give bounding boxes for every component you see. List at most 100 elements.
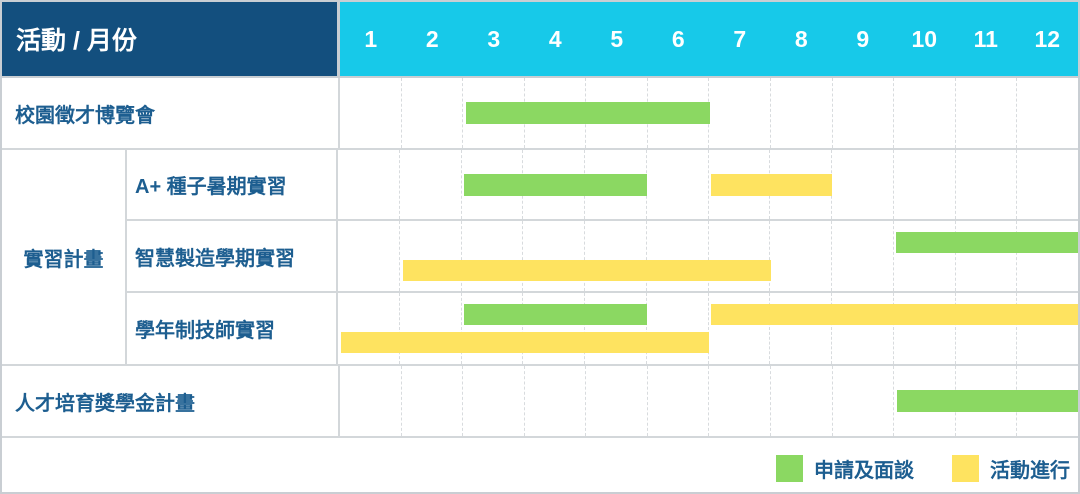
month-grid-cell bbox=[831, 221, 893, 291]
month-header-cell: 3 bbox=[487, 25, 501, 52]
legend-swatch-green bbox=[776, 455, 803, 482]
month-grid-cell bbox=[645, 150, 708, 220]
month-grid-cell bbox=[338, 221, 399, 290]
legend-label: 活動進行 bbox=[990, 460, 1070, 482]
legend-item: 活動進行 bbox=[952, 454, 1070, 483]
activity-row-career-fair: 校園徵才博覽會 bbox=[2, 78, 1078, 150]
month-grid-cell bbox=[523, 366, 586, 436]
gantt-bar-green bbox=[464, 303, 648, 325]
legend: 申請及面談 活動進行 bbox=[738, 454, 1070, 483]
month-grid-cell bbox=[892, 150, 955, 220]
row-timeline bbox=[338, 150, 1078, 220]
month-header-cell: 7 bbox=[733, 25, 747, 52]
month-grid-cell bbox=[954, 292, 1017, 365]
month-header-cell: 11 bbox=[973, 25, 998, 52]
month-grid-cell bbox=[893, 366, 955, 436]
month-grid-cell bbox=[831, 150, 893, 220]
gantt-bar-yellow bbox=[341, 331, 709, 353]
month-grid-cell bbox=[893, 78, 955, 148]
month-header-cell: 12 bbox=[1034, 25, 1061, 52]
group-sub-rows: A+ 種子暑期實習 智慧製造學期實習 學年制技師實習 bbox=[127, 150, 1078, 365]
month-grid-cell bbox=[645, 221, 708, 291]
month-header-cell: 9 bbox=[856, 25, 870, 52]
month-grid-cell bbox=[522, 221, 584, 291]
month-grid-cell bbox=[462, 366, 524, 436]
gantt-bar-yellow bbox=[711, 303, 1078, 325]
month-grid-cell bbox=[400, 366, 463, 436]
month-header-cell: 6 bbox=[671, 25, 685, 52]
month-grid-cell bbox=[770, 366, 832, 436]
legend-label: 申請及面談 bbox=[814, 460, 914, 482]
month-grid-cell bbox=[584, 292, 646, 365]
month-grid-cell bbox=[770, 78, 832, 148]
row-label: 校園徵才博覽會 bbox=[2, 78, 340, 148]
row-label: 人才培育獎學金計畫 bbox=[2, 366, 340, 436]
month-grid-cell bbox=[645, 292, 708, 365]
gantt-bar-yellow bbox=[711, 174, 833, 196]
internship-group-block: 實習計畫 A+ 種子暑期實習 智慧製造學期實習 學年制技師實習 bbox=[2, 150, 1078, 366]
table-header-row: 活動 / 月份 1 2 3 4 5 6 7 8 9 10 11 12 bbox=[2, 2, 1078, 78]
month-grid-cell bbox=[954, 150, 1017, 220]
group-label: 實習計畫 bbox=[2, 150, 127, 364]
row-timeline bbox=[340, 366, 1078, 436]
month-grid-cell bbox=[585, 366, 647, 436]
row-label: A+ 種子暑期實習 bbox=[127, 150, 338, 220]
month-grid-cell bbox=[1016, 78, 1078, 148]
month-header-cell: 4 bbox=[548, 25, 562, 52]
month-grid-cell bbox=[707, 292, 770, 365]
legend-item: 申請及面談 bbox=[776, 454, 914, 483]
activity-row-summer-internship: A+ 種子暑期實習 bbox=[127, 150, 1078, 222]
month-header-row: 1 2 3 4 5 6 7 8 9 10 11 12 bbox=[340, 2, 1078, 76]
month-grid-cell bbox=[398, 292, 461, 365]
month-grid-cell bbox=[460, 150, 523, 220]
month-grid-cell bbox=[1016, 292, 1078, 365]
month-header-cell: 8 bbox=[794, 25, 808, 52]
month-header-cell: 2 bbox=[425, 25, 439, 52]
month-header-cell: 1 bbox=[364, 25, 378, 52]
month-grid-cell bbox=[769, 292, 831, 365]
corner-header-cell: 活動 / 月份 bbox=[2, 2, 340, 76]
month-grid-cell bbox=[708, 78, 770, 148]
month-grid-cell bbox=[398, 221, 461, 291]
gantt-bar-green bbox=[465, 102, 710, 124]
month-grid-cell bbox=[1016, 221, 1078, 291]
month-grid-cell bbox=[462, 78, 524, 148]
month-grid-cell bbox=[460, 292, 523, 365]
legend-swatch-yellow bbox=[952, 455, 979, 482]
gantt-bar-green bbox=[896, 390, 1078, 412]
activity-row-semester-internship: 智慧製造學期實習 bbox=[127, 221, 1078, 293]
month-grid-cell bbox=[831, 78, 894, 148]
activity-row-technician-internship: 學年制技師實習 bbox=[127, 292, 1078, 365]
month-grid-cell bbox=[708, 366, 770, 436]
gantt-bar-green bbox=[896, 232, 1078, 254]
row-timeline bbox=[338, 221, 1078, 291]
month-grid-cell bbox=[338, 150, 399, 219]
month-grid-cell bbox=[707, 221, 770, 291]
row-timeline bbox=[340, 78, 1078, 148]
month-grid-cell bbox=[340, 366, 401, 436]
month-grid-cell bbox=[398, 150, 461, 220]
month-grid-cell bbox=[338, 293, 399, 364]
month-grid-cell bbox=[892, 292, 955, 365]
month-grid-cell bbox=[400, 78, 463, 148]
month-grid-cell bbox=[340, 78, 401, 148]
month-grid-cell bbox=[584, 221, 646, 291]
month-header-cell: 5 bbox=[610, 25, 624, 52]
row-timeline bbox=[338, 292, 1078, 365]
legend-row: 申請及面談 活動進行 bbox=[2, 438, 1078, 490]
activity-row-scholarship: 人才培育獎學金計畫 bbox=[2, 366, 1078, 438]
month-grid-cell bbox=[1016, 150, 1078, 220]
month-grid-cell bbox=[769, 221, 831, 291]
gantt-bar-green bbox=[464, 174, 648, 196]
month-grid-cell bbox=[954, 221, 1017, 291]
month-grid-cell bbox=[831, 292, 893, 365]
month-grid-cell bbox=[460, 221, 523, 291]
month-grid-cell bbox=[954, 78, 1017, 148]
month-grid-cell bbox=[707, 150, 770, 220]
month-header-cell: 10 bbox=[911, 25, 938, 52]
month-grid-cell bbox=[892, 221, 955, 291]
row-label: 學年制技師實習 bbox=[127, 292, 338, 365]
gantt-bar-yellow bbox=[402, 260, 771, 282]
month-grid-cell bbox=[831, 366, 894, 436]
